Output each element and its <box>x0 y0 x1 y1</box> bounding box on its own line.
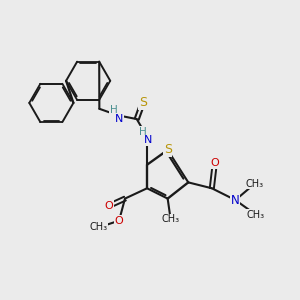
Text: N: N <box>231 194 240 207</box>
Text: CH₃: CH₃ <box>89 222 107 233</box>
Text: CH₃: CH₃ <box>245 179 264 189</box>
Text: O: O <box>210 158 219 168</box>
Text: CH₃: CH₃ <box>247 210 265 220</box>
Text: O: O <box>104 201 113 211</box>
Text: S: S <box>164 143 172 157</box>
Text: S: S <box>139 96 147 110</box>
Text: O: O <box>115 216 124 226</box>
Text: H: H <box>110 105 118 115</box>
Text: CH₃: CH₃ <box>161 214 180 224</box>
Text: N: N <box>144 135 153 145</box>
Text: H: H <box>139 127 147 137</box>
Text: N: N <box>115 114 123 124</box>
